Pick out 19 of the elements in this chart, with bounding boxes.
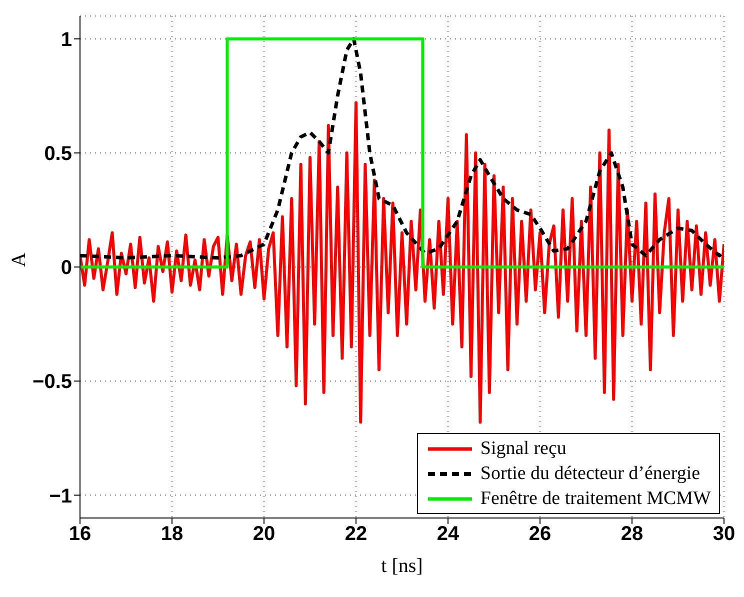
y-tick-label: 0.5 (44, 143, 72, 166)
y-tick-label: −0.5 (32, 371, 72, 394)
x-tick-label: 18 (160, 523, 184, 546)
x-axis-title: t [ns] (381, 555, 423, 577)
y-tick-label: 0 (60, 257, 72, 280)
y-tick-label: −1 (49, 485, 72, 508)
x-tick-label: 30 (712, 523, 736, 546)
legend-label: Signal reçu (480, 437, 566, 461)
x-tick-label: 26 (528, 523, 552, 546)
x-tick-label: 28 (620, 523, 644, 546)
line-series (80, 101, 724, 424)
x-tick-label: 22 (344, 523, 368, 546)
x-tick-label: 20 (252, 523, 276, 546)
legend-label: Fenêtre de traitement MCMW (480, 487, 711, 511)
y-tick-label: 1 (60, 28, 72, 51)
legend-label: Sortie du détecteur d’énergie (480, 462, 700, 486)
x-tick-label: 16 (68, 523, 92, 546)
y-axis-title: A (8, 252, 30, 267)
x-tick-label: 24 (436, 523, 460, 546)
